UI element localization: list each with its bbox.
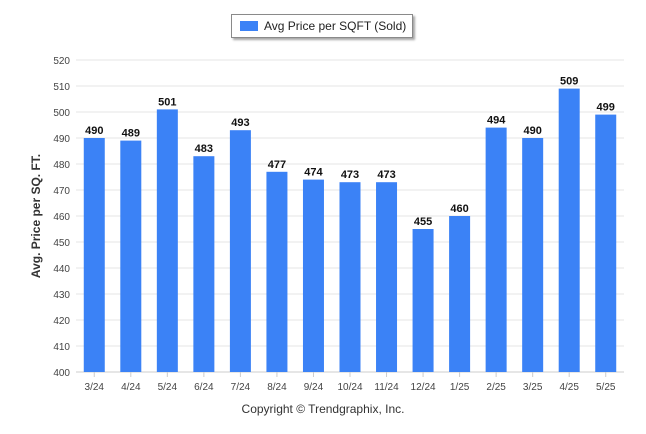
x-tick-label: 12/24 xyxy=(411,382,436,393)
x-tick-label: 10/24 xyxy=(337,382,362,393)
data-label: 473 xyxy=(341,169,359,181)
bar xyxy=(339,182,361,372)
bar xyxy=(558,88,580,372)
bar xyxy=(266,171,288,372)
data-label: 499 xyxy=(597,102,615,114)
bar xyxy=(156,109,178,373)
bar xyxy=(412,229,434,372)
data-label: 494 xyxy=(487,115,506,127)
data-label: 460 xyxy=(450,203,468,215)
bar xyxy=(193,156,215,372)
legend[interactable]: Avg Price per SQFT (Sold) xyxy=(231,14,413,38)
y-tick-label: 460 xyxy=(53,212,70,223)
bar xyxy=(522,138,544,372)
x-tick-label: 2/25 xyxy=(486,382,506,393)
data-label: 483 xyxy=(195,143,213,155)
x-tick-label: 5/24 xyxy=(158,382,178,393)
data-label: 490 xyxy=(523,125,541,137)
data-label: 509 xyxy=(560,76,578,88)
y-tick-label: 490 xyxy=(53,134,70,145)
bar xyxy=(485,127,507,372)
x-tick-label: 11/24 xyxy=(374,382,399,393)
x-tick-label: 3/24 xyxy=(85,382,105,393)
y-tick-label: 450 xyxy=(53,238,70,249)
data-label: 473 xyxy=(377,169,395,181)
y-tick-label: 430 xyxy=(53,290,70,301)
y-tick-label: 510 xyxy=(53,82,70,93)
data-label: 501 xyxy=(158,96,176,108)
x-tick-label: 9/24 xyxy=(304,382,324,393)
x-tick-label: 7/24 xyxy=(231,382,251,393)
data-label: 493 xyxy=(231,117,249,129)
y-tick-label: 480 xyxy=(53,160,70,171)
copyright-credit: Copyright © Trendgraphix, Inc. xyxy=(241,402,405,416)
x-tick-label: 3/25 xyxy=(523,382,543,393)
y-tick-label: 470 xyxy=(53,186,70,197)
x-tick-label: 5/25 xyxy=(596,382,616,393)
data-label: 474 xyxy=(304,167,323,179)
y-tick-label: 420 xyxy=(53,316,70,327)
data-label: 489 xyxy=(122,128,140,140)
data-label: 455 xyxy=(414,216,432,228)
bar xyxy=(595,114,617,372)
bar xyxy=(229,130,251,372)
x-tick-label: 6/24 xyxy=(194,382,214,393)
x-tick-label: 1/25 xyxy=(450,382,470,393)
y-tick-label: 400 xyxy=(53,368,70,379)
y-tick-label: 520 xyxy=(53,56,70,67)
bar xyxy=(376,182,398,372)
y-tick-label: 500 xyxy=(53,108,70,119)
y-tick-label: 410 xyxy=(53,342,70,353)
data-label: 490 xyxy=(85,125,103,137)
bar xyxy=(83,138,105,372)
data-label: 477 xyxy=(268,159,286,171)
y-tick-label: 440 xyxy=(53,264,70,275)
x-tick-label: 4/25 xyxy=(559,382,579,393)
x-tick-label: 8/24 xyxy=(267,382,287,393)
x-tick-label: 4/24 xyxy=(121,382,141,393)
bar xyxy=(120,140,142,372)
bar xyxy=(302,179,324,372)
legend-swatch xyxy=(240,21,258,31)
bar xyxy=(449,216,471,372)
legend-label: Avg Price per SQFT (Sold) xyxy=(264,19,407,33)
